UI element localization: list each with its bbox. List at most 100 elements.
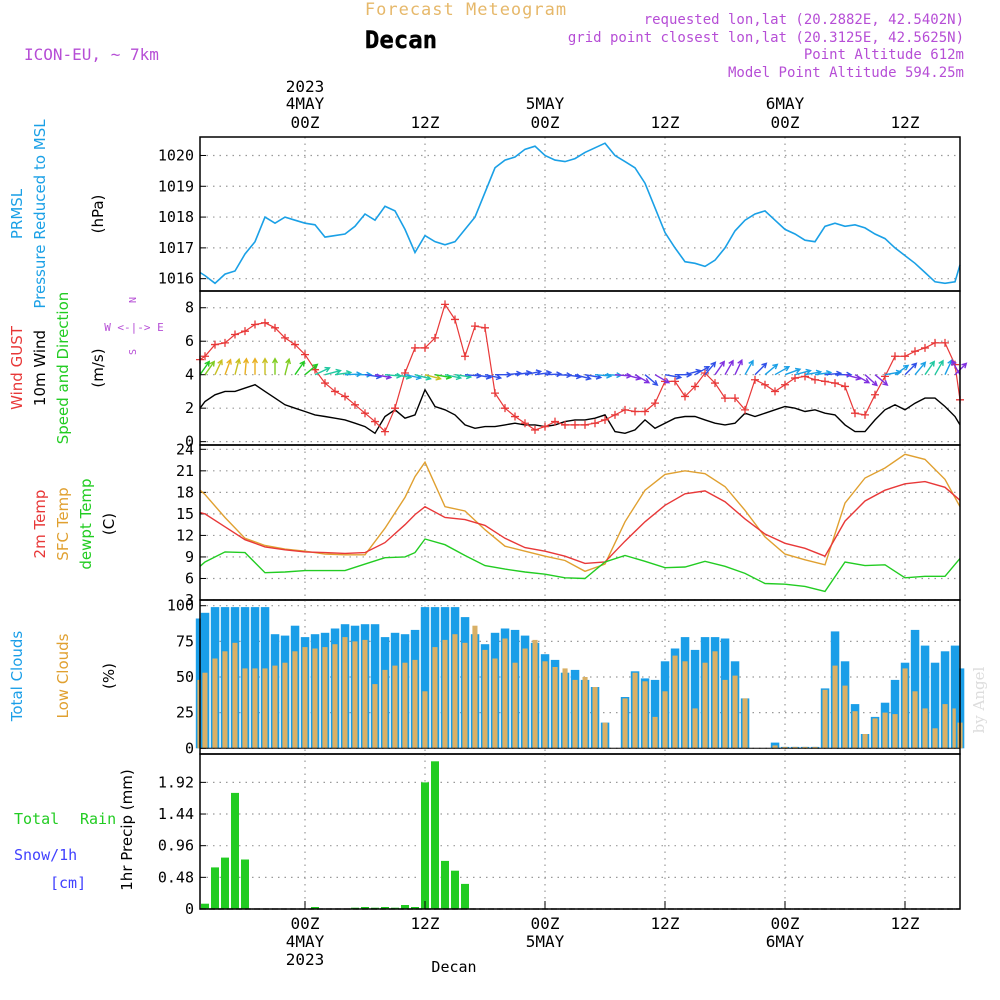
bottom-time-label: 12Z xyxy=(891,914,920,933)
low-cloud-bar xyxy=(522,648,528,749)
wind-gust-label: Wind GUST xyxy=(8,325,26,410)
sfc-temp-label: SFC Temp xyxy=(54,487,72,560)
low-cloud-bar xyxy=(702,662,708,749)
top-time-label: 12Z xyxy=(411,113,440,132)
y-tick-label: 1016 xyxy=(158,270,194,288)
clouds-unit: (%) xyxy=(100,663,118,689)
low-cloud-bar xyxy=(382,669,388,749)
wind-arrow xyxy=(874,374,889,386)
gust-marker xyxy=(801,372,809,381)
wind-arrow xyxy=(754,362,768,376)
gust-marker xyxy=(721,394,729,403)
low-cloud-bar xyxy=(912,691,918,749)
gust-marker xyxy=(261,318,269,327)
gust-marker xyxy=(831,379,839,388)
wind-arrow xyxy=(864,374,879,387)
compass-s: S xyxy=(128,349,139,355)
low-cloud-bar xyxy=(572,679,578,749)
low-cloud-bar xyxy=(642,681,648,749)
gust-marker xyxy=(731,394,739,403)
wind-arrow xyxy=(314,366,331,376)
wind-arrow xyxy=(764,363,779,376)
low-cloud-bar xyxy=(202,672,208,749)
wind-arrow xyxy=(835,371,853,378)
precip-bar xyxy=(361,907,369,909)
wind-arrow xyxy=(894,364,910,376)
panel-clouds: 0 25 50 75 100 xyxy=(167,597,965,757)
top-time-label: 12Z xyxy=(651,113,680,132)
bottom-time-label: 00Z xyxy=(771,914,800,933)
wind-arrow xyxy=(784,367,802,376)
low-cloud-bar xyxy=(872,718,878,749)
wind-arrow xyxy=(774,365,791,376)
low-cloud-bar xyxy=(222,651,228,749)
panel-pressure: 1016 1017 1018 1019 1020 xyxy=(158,136,961,292)
precip-bar xyxy=(311,907,319,909)
low-cloud-bar xyxy=(472,625,478,749)
wind-arrow xyxy=(261,357,269,375)
low-cloud-bar xyxy=(942,704,948,749)
low-cloud-bar xyxy=(852,711,858,749)
low-cloud-bar xyxy=(622,698,628,749)
low-cloud-bar xyxy=(742,698,748,749)
wind-arrow xyxy=(204,360,216,376)
low-cloud-bar xyxy=(432,647,438,749)
y-tick-label: 1.92 xyxy=(158,773,194,791)
low-cloud-bar xyxy=(932,728,938,749)
wind-arrow xyxy=(794,368,812,376)
precip-unit: 1hr Precip (mm) xyxy=(118,769,136,890)
total-cloud-bar xyxy=(910,629,920,749)
top-time-label: 00Z xyxy=(291,113,320,132)
gust-marker xyxy=(271,323,279,332)
low-cloud-bar xyxy=(392,665,398,749)
pressure-unit: (hPa) xyxy=(89,195,107,234)
model-label: ICON-EU, ~ 7km xyxy=(24,45,159,64)
gust-marker xyxy=(851,409,859,418)
panel-frame xyxy=(199,753,961,910)
low-cloud-bar xyxy=(712,651,718,749)
gust-marker xyxy=(591,419,599,428)
gust-marker xyxy=(921,343,929,352)
gust-marker xyxy=(531,425,539,434)
low-cloud-bar xyxy=(632,672,638,749)
gust-marker xyxy=(221,338,229,347)
gust-marker xyxy=(481,323,489,332)
bottom-time-label: 2023 xyxy=(286,950,325,969)
gust-marker xyxy=(461,352,469,361)
gust-marker xyxy=(401,369,409,378)
temp-2m-line xyxy=(199,480,961,565)
low-cloud-bar xyxy=(812,746,818,749)
low-cloud-bar xyxy=(442,639,448,749)
gust-marker xyxy=(651,399,659,408)
low-cloud-bar xyxy=(292,651,298,749)
gust-marker xyxy=(741,405,749,414)
wind-arrow xyxy=(854,374,871,384)
gust-marker xyxy=(841,382,849,391)
low-cloud-bar xyxy=(772,745,778,749)
gust-marker xyxy=(691,382,699,391)
gust-marker xyxy=(781,380,789,389)
y-tick-label: 3 xyxy=(185,591,194,609)
gust-marker xyxy=(551,417,559,426)
wind-arrow xyxy=(224,358,232,375)
y-tick-label: 0 xyxy=(185,739,194,757)
low-cloud-bar xyxy=(452,634,458,749)
wind-arrow xyxy=(251,357,259,375)
low-cloud-bar xyxy=(342,637,348,749)
low-cloud-bar xyxy=(532,639,538,749)
wind-arrow xyxy=(324,368,342,376)
total-cloud-bar xyxy=(940,651,950,749)
y-tick-label: 9 xyxy=(185,548,194,566)
low-cloud-bar xyxy=(782,746,788,749)
wind-arrow xyxy=(234,357,241,375)
y-tick-label: 1018 xyxy=(158,208,194,226)
gridpoint-coords: grid point closest lon,lat (20.3125E, 42… xyxy=(568,30,964,46)
gust-marker xyxy=(491,389,499,398)
gust-marker xyxy=(941,338,949,347)
gust-marker xyxy=(911,347,919,356)
dewpt-temp-label: dewpt Temp xyxy=(77,478,95,569)
y-tick-label: 0.48 xyxy=(158,868,194,886)
low-clouds-label: Low Clouds xyxy=(54,633,72,718)
low-cloud-bar xyxy=(462,642,468,749)
total-cloud-bar xyxy=(930,662,940,749)
